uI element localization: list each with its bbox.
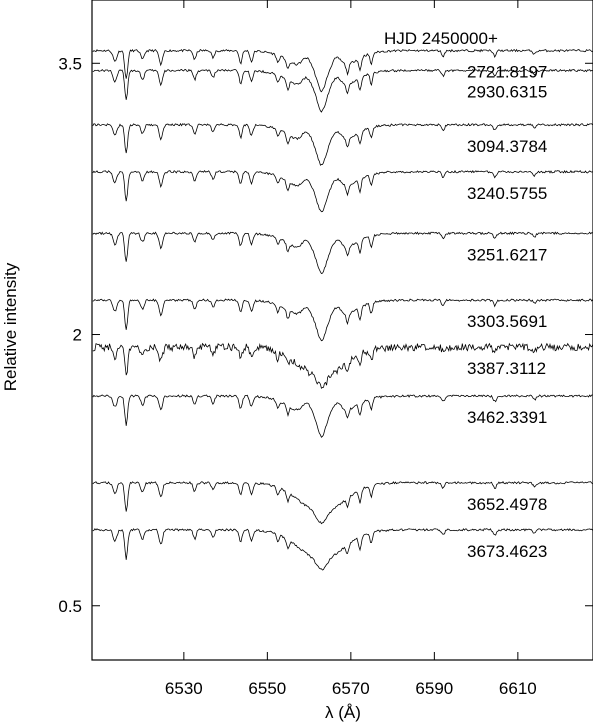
epoch-label: 3303.5691 xyxy=(467,312,547,331)
y-tick-label: 0.5 xyxy=(58,597,82,616)
plot-frame xyxy=(91,0,593,661)
spectrum-line xyxy=(92,169,593,213)
spectrum-line xyxy=(92,48,593,93)
epoch-label: 3094.3784 xyxy=(467,137,547,156)
x-axis-label: λ (Å) xyxy=(325,703,361,722)
epoch-label: 3240.5755 xyxy=(467,184,547,203)
epoch-label: 3251.6217 xyxy=(467,245,547,264)
epoch-label: 2721.8197 xyxy=(467,63,547,82)
spectrum-line xyxy=(92,122,593,166)
y-tick-label: 3.5 xyxy=(58,54,82,73)
spectrum-line xyxy=(92,231,593,274)
epoch-label: 3652.4978 xyxy=(467,495,547,514)
spectrum-line xyxy=(92,298,593,342)
x-tick-label: 6530 xyxy=(165,679,203,698)
x-tick-label: 6550 xyxy=(248,679,286,698)
spectrum-line xyxy=(92,68,593,113)
y-tick-label: 2 xyxy=(73,326,82,345)
epoch-label: 3387.3112 xyxy=(467,359,546,378)
x-tick-label: 6570 xyxy=(332,679,370,698)
epoch-label: 2930.6315 xyxy=(467,83,547,102)
spectra-layer xyxy=(92,48,593,571)
hjd-header: HJD 2450000+ xyxy=(384,29,498,48)
y-axis: 0.5 2 3.5 xyxy=(58,54,593,616)
x-tick-label: 6590 xyxy=(415,679,453,698)
spectrum-line xyxy=(92,394,593,438)
spectrum-line xyxy=(92,528,593,571)
spectrum-line xyxy=(92,342,593,389)
epoch-label: 3462.3391 xyxy=(467,408,547,427)
x-tick-label: 6610 xyxy=(499,679,537,698)
y-axis-label: Relative intensity xyxy=(1,262,20,391)
x-axis: 6530 6550 6570 6590 6610 xyxy=(165,0,537,698)
epoch-label: 3673.4623 xyxy=(467,542,547,561)
spectrum-line xyxy=(92,481,593,525)
